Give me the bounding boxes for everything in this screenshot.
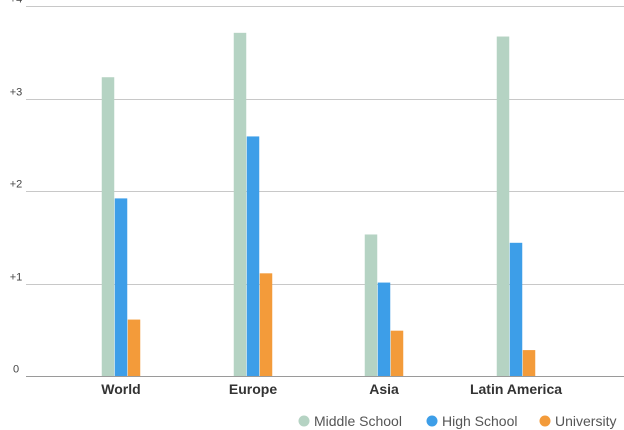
bar-high-school-asia <box>377 282 391 376</box>
bar-university-world <box>127 319 141 376</box>
bar-university-latin-america <box>522 350 536 376</box>
bar-university-europe <box>259 273 273 376</box>
legend-label: Middle School <box>314 413 402 429</box>
y-tick-label: +3 <box>10 87 23 99</box>
bar-middle-school-world <box>101 77 115 376</box>
legend-label: University <box>555 413 616 429</box>
legend-swatch <box>298 415 310 427</box>
legend-swatch <box>426 415 438 427</box>
x-axis-categories: World Europe Asia Latin America <box>101 381 562 397</box>
y-tick-label: +4 <box>10 0 23 6</box>
x-category-label: Europe <box>229 381 277 397</box>
legend-swatch <box>539 415 551 427</box>
bars <box>101 32 536 376</box>
y-tick-label: 0 <box>13 364 19 376</box>
bar-high-school-world <box>114 198 128 376</box>
bar-high-school-latin-america <box>509 242 523 376</box>
x-category-label: Latin America <box>470 381 562 397</box>
bar-middle-school-latin-america <box>496 36 510 376</box>
bar-middle-school-europe <box>233 32 247 376</box>
x-category-label: World <box>101 381 140 397</box>
bar-university-asia <box>390 330 404 376</box>
bar-high-school-europe <box>246 136 260 376</box>
y-axis-ticks: 0 +1 +2 +3 +4 <box>10 0 23 376</box>
legend-label: High School <box>442 413 518 429</box>
x-category-label: Asia <box>369 381 399 397</box>
y-tick-label: +2 <box>10 179 23 191</box>
bar-middle-school-asia <box>364 234 378 376</box>
y-tick-label: +1 <box>10 272 23 284</box>
legend: Middle School High School University <box>298 413 616 429</box>
